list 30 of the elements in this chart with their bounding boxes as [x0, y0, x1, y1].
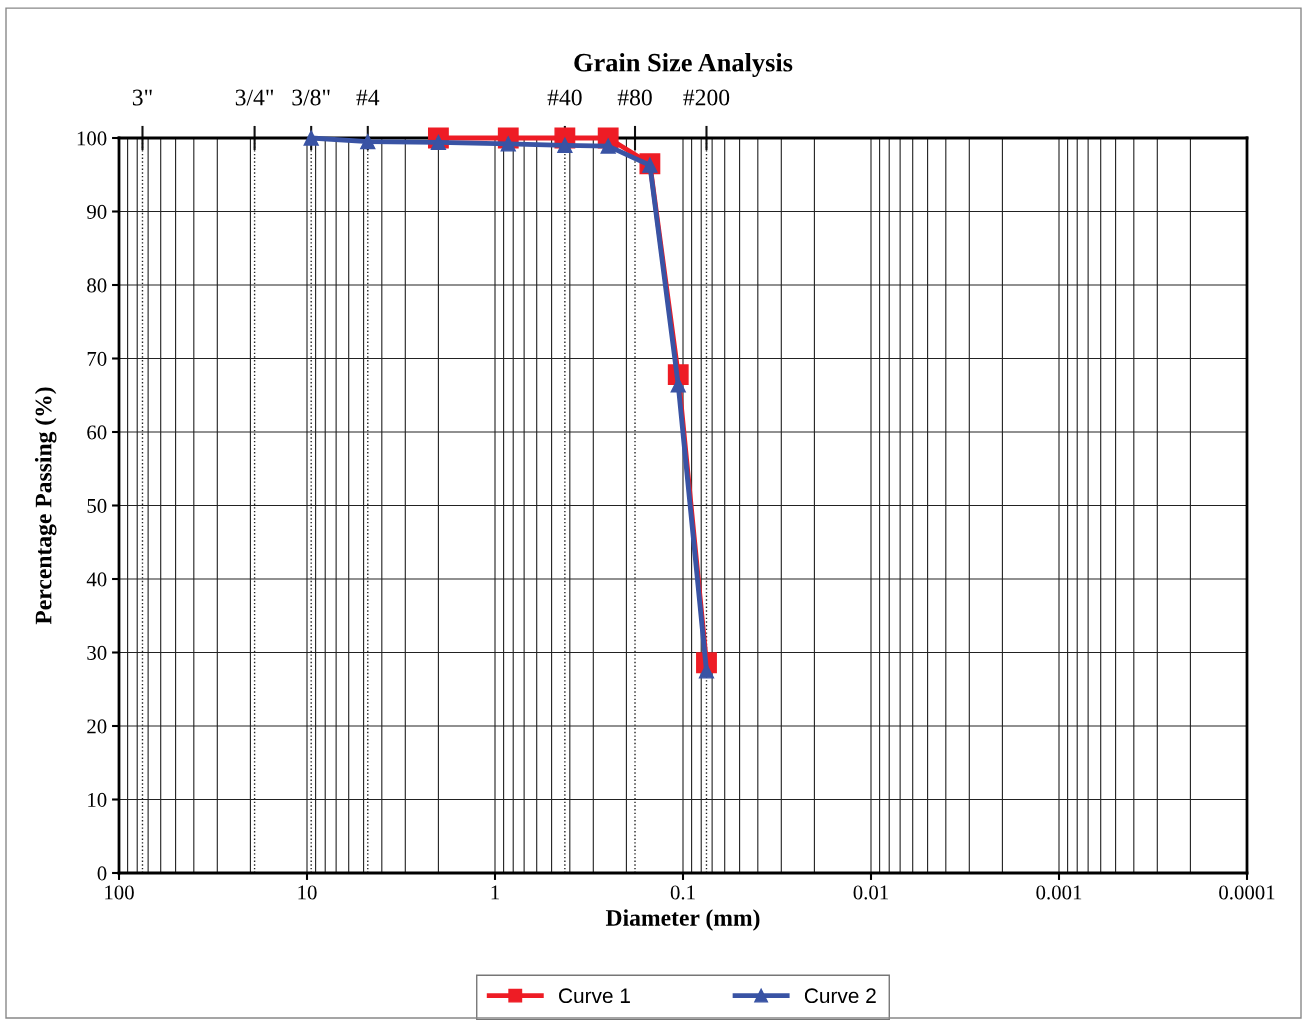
- y-axis-title: Percentage Passing (%): [34, 387, 57, 625]
- y-tick-label: 50: [87, 498, 107, 513]
- y-tick-label: 80: [87, 278, 107, 293]
- x-tick-label: 0.1: [670, 885, 695, 900]
- annotation: #80: [617, 89, 652, 106]
- x-tick-label: 1: [491, 885, 499, 900]
- y-tick-label: 90: [87, 204, 107, 219]
- annotation: 3": [132, 89, 152, 106]
- x-tick-label: 10: [298, 885, 317, 900]
- y-tick-label: 30: [87, 645, 107, 660]
- y-tick-label: 40: [86, 572, 107, 587]
- annotation: #40: [547, 89, 582, 106]
- y-tick-label: 10: [88, 792, 107, 807]
- x-tick-label: 0.0001: [1219, 885, 1275, 900]
- chart-title: Grain Size Analysis: [574, 53, 793, 78]
- x-tick-label: 100: [105, 885, 134, 900]
- legend-label: Curve 1: [559, 988, 630, 1004]
- annotation: 3/4": [235, 89, 274, 106]
- y-tick-label: 100: [77, 131, 107, 146]
- y-tick-label: 0: [97, 866, 107, 881]
- y-tick-label: 20: [87, 719, 107, 734]
- y-tick-label: 60: [87, 425, 107, 440]
- annotation: 3/8": [292, 89, 330, 106]
- x-tick-label: 0.01: [853, 885, 888, 900]
- x-axis-title: Diameter (mm): [605, 909, 760, 931]
- y-tick-label: 70: [87, 351, 107, 366]
- annotation: #4: [356, 89, 380, 106]
- annotation: #200: [683, 89, 730, 106]
- x-tick-label: 0.001: [1036, 885, 1082, 900]
- legend-label: Curve 2: [804, 988, 876, 1004]
